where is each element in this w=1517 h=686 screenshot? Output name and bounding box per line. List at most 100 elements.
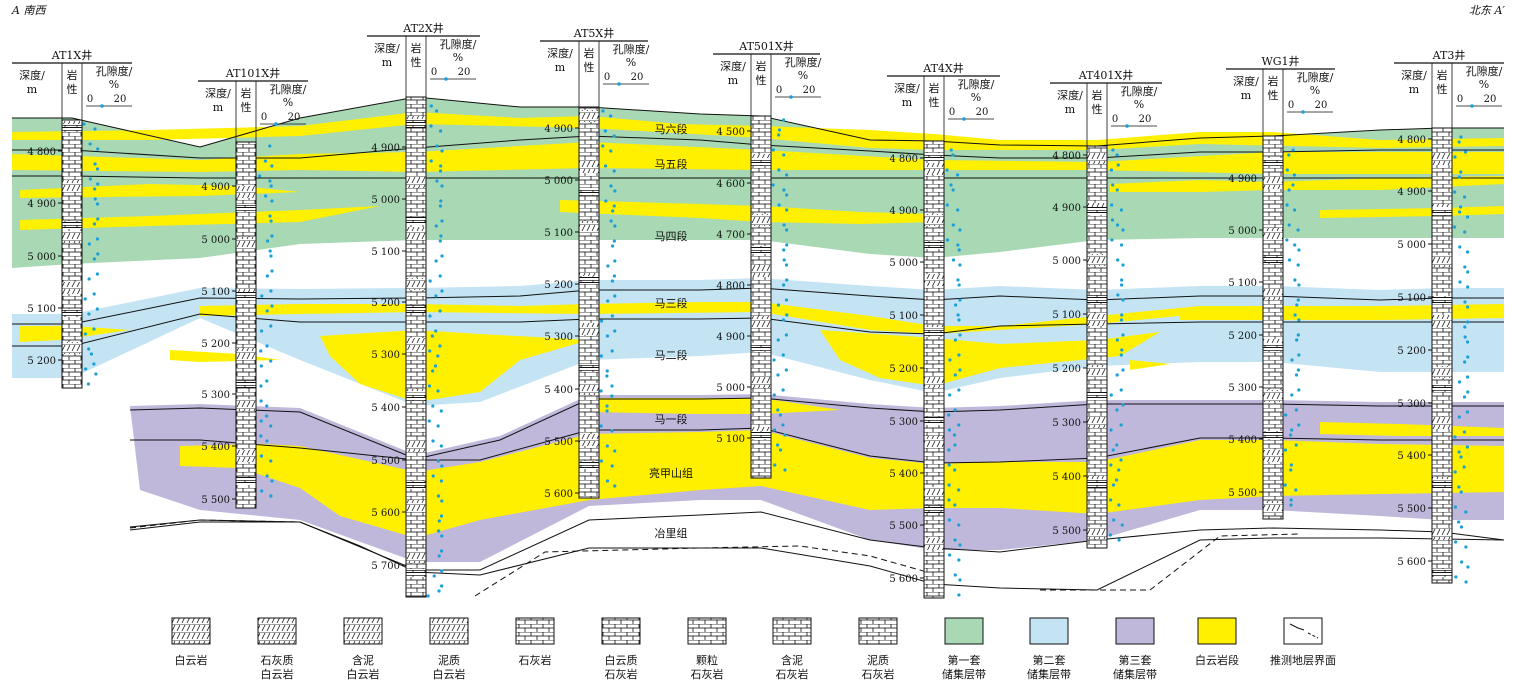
argillaceous-interval	[62, 309, 82, 317]
porosity-point	[609, 149, 613, 153]
porosity-point	[776, 338, 780, 342]
porosity-point	[956, 278, 960, 282]
lithology-border	[750, 115, 772, 479]
porosity-point	[784, 368, 788, 372]
dolomite-interval	[924, 163, 944, 175]
argillaceous-interval	[406, 481, 426, 489]
legend-label-2: 石灰岩	[776, 667, 809, 681]
porosity-point	[599, 354, 603, 358]
porosity-point	[259, 399, 263, 403]
porosity-point	[436, 494, 441, 498]
porosity-max: 20	[631, 72, 644, 83]
porosity-point	[613, 484, 617, 488]
porosity-point	[1291, 183, 1295, 187]
porosity-point	[1285, 203, 1289, 207]
porosity-point	[1292, 208, 1297, 212]
depth-label: 4 700	[716, 230, 745, 241]
porosity-point	[440, 254, 444, 258]
porosity-point	[1293, 313, 1297, 317]
porosity-axis-marker	[1301, 110, 1305, 114]
porosity-point	[432, 574, 436, 578]
porosity-point	[1457, 520, 1461, 524]
porosity-point	[1121, 333, 1125, 337]
porosity-point	[781, 423, 785, 427]
porosity-point	[771, 183, 775, 187]
porosity-point	[1112, 518, 1116, 522]
porosity-point	[958, 263, 962, 267]
porosity-point	[88, 142, 92, 146]
dolomite-interval	[406, 338, 426, 350]
horizon-ma2	[12, 313, 1504, 347]
porosity-point	[1109, 168, 1114, 172]
porosity-point	[1115, 153, 1119, 157]
porosity-point	[268, 214, 272, 218]
legend-swatch	[343, 617, 383, 645]
porosity-axis-marker	[444, 77, 448, 81]
porosity-unit: %	[798, 69, 808, 82]
porosity-point	[1465, 375, 1470, 379]
depth-label: 4 900	[1397, 187, 1426, 198]
porosity-point	[611, 209, 615, 213]
lithology-header: 岩	[929, 81, 940, 95]
well-name: AT501X井	[738, 39, 794, 53]
depth-label: 4 600	[716, 179, 745, 190]
porosity-point	[1294, 488, 1298, 492]
dolomite-interval	[579, 323, 599, 335]
dolomite-interval	[406, 278, 426, 290]
dolomite-interval	[579, 434, 599, 446]
lithology-border	[61, 119, 83, 389]
legend-label: 颗粒	[696, 653, 718, 667]
porosity-min: 0	[776, 85, 782, 96]
legend-label: 推测地层界面	[1270, 653, 1336, 667]
dolomite-interval	[236, 450, 256, 462]
argillaceous-interval	[1263, 431, 1283, 439]
lithology-border	[1262, 135, 1284, 520]
dolomite-interval	[1432, 315, 1452, 327]
dolomite-interval	[924, 436, 944, 448]
well-name: AT401X井	[1078, 68, 1134, 82]
porosity-point	[785, 208, 789, 212]
porosity-point	[433, 364, 438, 368]
depth-label: 5 700	[371, 561, 400, 572]
porosity-point	[782, 188, 786, 192]
porosity-point	[1109, 463, 1113, 467]
porosity-point	[773, 463, 777, 467]
lithology-header: 岩	[1437, 68, 1448, 82]
legend-inferred-line	[1289, 623, 1305, 631]
porosity-point	[781, 283, 786, 287]
dolomite-interval	[1087, 152, 1107, 164]
porosity-point	[1457, 485, 1461, 489]
legend-label-2: 储集层带	[942, 667, 986, 681]
porosity-point	[1288, 433, 1293, 437]
porosity-point	[1296, 333, 1300, 337]
inferred-horizon-2	[1040, 533, 1301, 591]
depth-unit: m	[1065, 103, 1076, 116]
dolomite-interval	[1263, 288, 1283, 300]
porosity-point	[1296, 298, 1300, 302]
horizon-ma1	[129, 397, 1504, 460]
porosity-point	[1109, 393, 1113, 397]
porosity-point	[1296, 368, 1300, 372]
porosity-point	[1462, 395, 1467, 399]
porosity-point	[957, 593, 961, 597]
argillaceous-interval	[1432, 481, 1452, 489]
porosity-point	[954, 303, 958, 307]
dolomite-band	[180, 430, 1504, 538]
porosity-point	[95, 307, 99, 311]
porosity-point	[957, 488, 961, 492]
argillaceous-interval	[924, 241, 944, 249]
lithology-border	[578, 106, 600, 499]
porosity-point	[1465, 250, 1470, 254]
depth-label: 4 800	[716, 281, 745, 292]
dolomite-band	[1180, 310, 1504, 320]
porosity-point	[96, 182, 100, 186]
porosity-point	[1117, 468, 1121, 472]
porosity-point	[949, 183, 953, 187]
depth-label: 5 400	[544, 385, 573, 396]
argillaceous-interval	[62, 221, 82, 229]
porosity-point	[1120, 278, 1124, 282]
porosity-point	[609, 219, 613, 223]
